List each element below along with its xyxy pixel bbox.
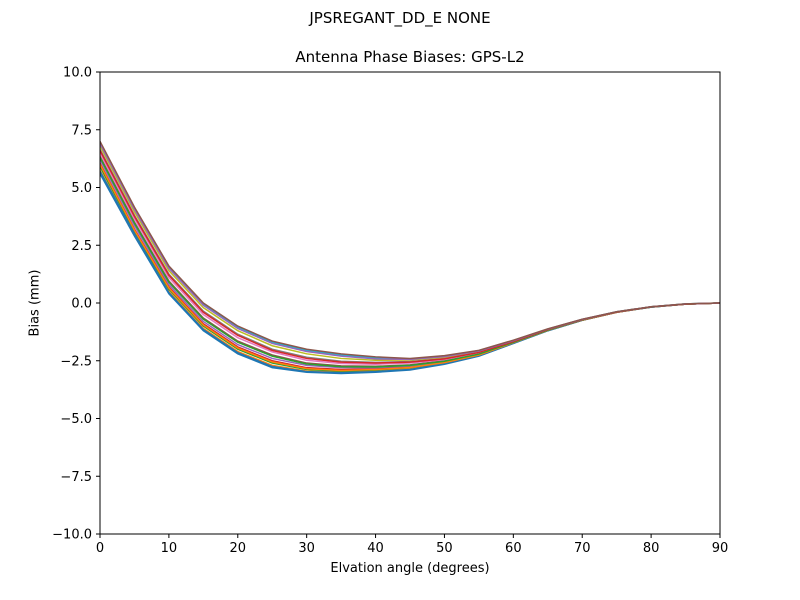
figure-suptitle: JPSREGANT_DD_E NONE [309,9,491,27]
x-tick-label: 0 [96,541,104,556]
x-tick-label: 60 [505,541,522,556]
series-line-9 [100,145,720,362]
x-tick-label: 20 [230,541,247,556]
y-tick-label: −2.5 [60,354,92,369]
y-tick-label: 7.5 [71,123,92,138]
chart-title: Antenna Phase Biases: GPS-L2 [295,48,525,66]
x-axis-label: Elvation angle (degrees) [330,561,490,576]
series-line-10 [100,142,720,360]
y-tick-label: 5.0 [71,181,92,196]
x-tick-label: 10 [161,541,178,556]
series-line-6 [100,155,720,368]
series-line-14 [100,150,720,364]
y-tick-label: −7.5 [60,470,92,485]
y-tick-label: 0.0 [71,297,92,312]
x-tick-label: 30 [298,541,315,556]
y-tick-label: −10.0 [52,528,92,543]
x-tick-label: 50 [436,541,453,556]
series-line-13 [100,157,720,368]
series-line-16 [100,140,720,360]
series-line-2 [100,169,720,374]
x-tick-label: 90 [712,541,729,556]
x-axis-ticks: 0 10 20 30 40 50 60 70 80 90 [96,534,728,556]
series-line-5 [100,159,720,369]
y-tick-label: 2.5 [71,239,92,254]
series-layer [100,140,720,375]
series-line-11 [100,170,720,374]
series-line-8 [100,149,720,364]
y-axis-ticks: −10.0 −7.5 −5.0 −2.5 0.0 2.5 5.0 7.5 10.0 [52,66,100,543]
series-line-12 [100,164,720,372]
series-line-3 [100,166,720,372]
x-tick-label: 40 [367,541,384,556]
series-line-7 [100,152,720,365]
y-tick-label: 10.0 [63,66,92,81]
series-line-1 [100,173,720,375]
x-tick-label: 80 [643,541,660,556]
series-line-4 [100,162,720,371]
x-tick-label: 70 [574,541,591,556]
y-tick-label: −5.0 [60,412,92,427]
series-line-15 [100,143,720,361]
